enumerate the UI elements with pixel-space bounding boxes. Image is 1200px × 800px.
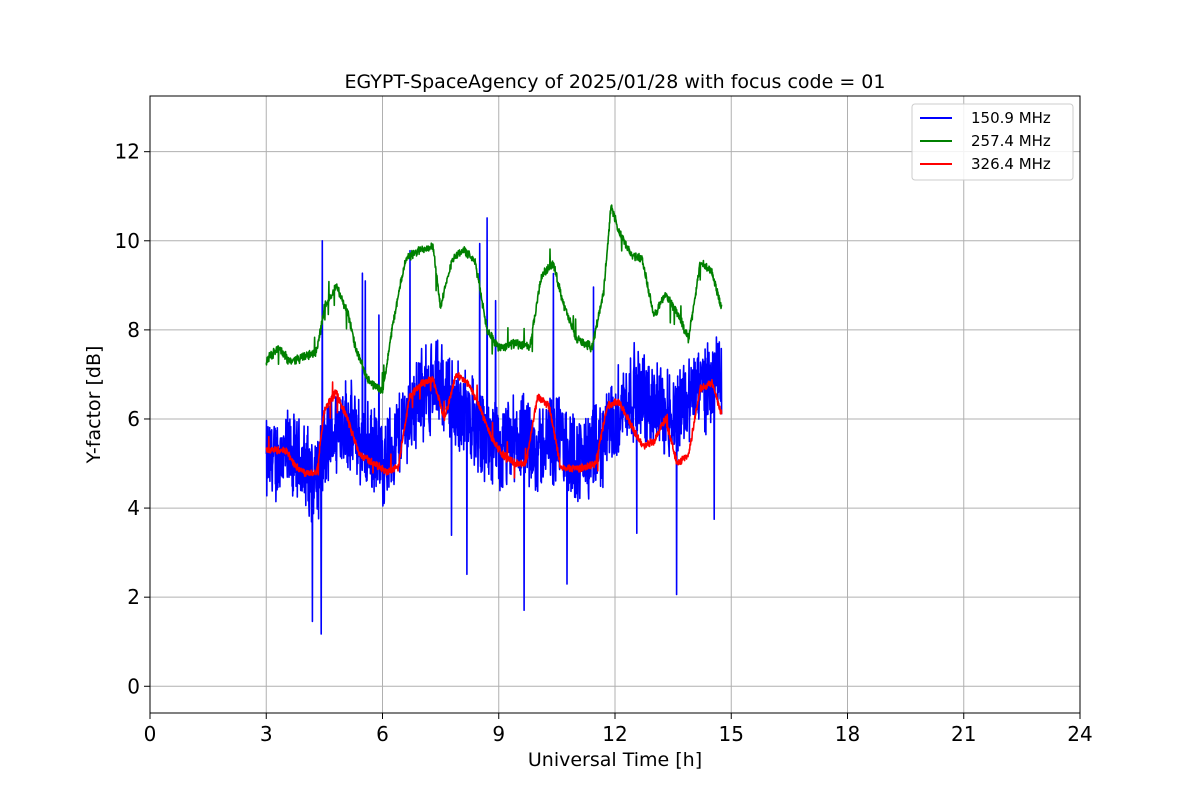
y-tick-label: 8 bbox=[127, 318, 140, 342]
x-tick-label: 24 bbox=[1067, 722, 1092, 746]
y-tick-label: 6 bbox=[127, 407, 140, 431]
x-tick-label: 9 bbox=[492, 722, 505, 746]
series-line-1 bbox=[265, 204, 723, 394]
x-tick-label: 0 bbox=[144, 722, 157, 746]
y-axis-label: Y-factor [dB] bbox=[83, 346, 105, 465]
y-tick-label: 2 bbox=[127, 585, 140, 609]
series-line-0 bbox=[265, 217, 723, 635]
y-tick-label: 12 bbox=[115, 140, 140, 164]
x-tick-label: 18 bbox=[835, 722, 860, 746]
legend-label: 257.4 MHz bbox=[971, 132, 1051, 150]
y-tick-label: 0 bbox=[127, 674, 140, 698]
series-lines bbox=[265, 204, 723, 635]
x-tick-label: 15 bbox=[719, 722, 744, 746]
legend-label: 150.9 MHz bbox=[971, 109, 1051, 127]
x-tick-label: 12 bbox=[602, 722, 627, 746]
x-tick-label: 21 bbox=[951, 722, 976, 746]
y-tick-label: 10 bbox=[115, 229, 140, 253]
legend: 150.9 MHz 257.4 MHz 326.4 MHz bbox=[911, 103, 1074, 181]
legend-box bbox=[911, 103, 1074, 181]
y-tick-label: 4 bbox=[127, 496, 140, 520]
chart-title: EGYPT-SpaceAgency of 2025/01/28 with foc… bbox=[345, 71, 886, 93]
legend-label: 326.4 MHz bbox=[971, 155, 1051, 173]
series-line-2 bbox=[265, 372, 723, 479]
x-tick-label: 3 bbox=[260, 722, 273, 746]
x-tick-label: 6 bbox=[376, 722, 389, 746]
x-axis-label: Universal Time [h] bbox=[528, 749, 702, 771]
